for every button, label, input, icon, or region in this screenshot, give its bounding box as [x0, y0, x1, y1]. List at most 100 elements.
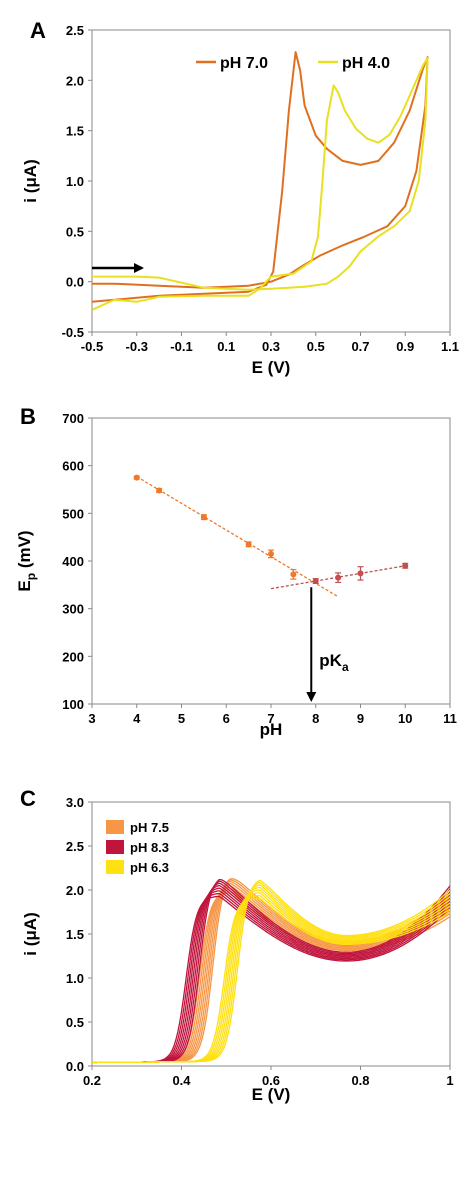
cv-trace-ph-4-0	[92, 57, 429, 311]
panel-a-plot-frame	[91, 29, 451, 333]
x-tick-label: 0.2	[83, 1073, 101, 1088]
y-tick-label: 0.0	[66, 275, 84, 290]
data-point	[312, 578, 319, 585]
panel-b-fit-lines	[136, 476, 406, 598]
data-point	[290, 571, 297, 578]
y-tick-label: -0.5	[62, 325, 84, 340]
y-tick-label: 1.5	[66, 927, 84, 942]
panel-b-y-label-sub: p	[24, 573, 38, 580]
x-tick-label: 0.5	[307, 339, 325, 354]
panel-a: A -0.5 -0.3 -0.1 0.1 0.3 0.5 0.7 0.9 1.1 -0.5 0.0…	[21, 18, 459, 377]
legend-label: pH 7.0	[220, 55, 268, 72]
data-point	[268, 550, 274, 557]
legend-label: pH 8.3	[130, 840, 169, 855]
y-tick-label: 600	[62, 459, 84, 474]
panel-b-letter: B	[20, 404, 36, 429]
cv-trace-ph-7-0	[92, 51, 429, 303]
y-tick-label: 0.0	[66, 1059, 84, 1074]
panel-b-plot-frame	[91, 417, 451, 705]
y-tick-label: 2.0	[66, 73, 84, 88]
y-tick-label: 500	[62, 506, 84, 521]
x-tick-label: 0.8	[351, 1073, 369, 1088]
y-tick-label: 1.5	[66, 124, 84, 139]
x-tick-label: 4	[133, 711, 141, 726]
panel-b-y-axis-label: Ep (mV)	[15, 530, 38, 591]
linear-fit-line	[270, 565, 406, 590]
panel-a-y-axis-label: i (μA)	[21, 159, 40, 202]
panel-c-x-axis-label: E (V)	[252, 1085, 291, 1104]
pka-label-sub: a	[342, 660, 349, 674]
panel-a-x-axis-label: E (V)	[252, 358, 291, 377]
panel-c: C 0.2 0.4 0.6 0.8 1 0.0 0.5 1.0 1.5 2.0 2.5 3.0 pH…	[20, 786, 454, 1104]
panel-c-letter: C	[20, 786, 36, 811]
x-tick-label: 0.9	[396, 339, 414, 354]
data-point	[357, 570, 364, 577]
y-tick-label: 2.5	[66, 839, 84, 854]
x-tick-label: -0.1	[170, 339, 192, 354]
y-tick-label: 2.5	[66, 23, 84, 38]
x-tick-label: 0.1	[217, 339, 235, 354]
data-point	[200, 514, 207, 521]
data-point	[335, 574, 342, 581]
x-tick-label: 0.4	[172, 1073, 191, 1088]
panel-b-x-ticks: 3 4 5 6 7 8 9 10 11	[88, 704, 457, 726]
dpv-trace-ph-6-3	[92, 889, 450, 1064]
dpv-trace-ph-7-5	[92, 891, 450, 1064]
dpv-trace-ph-7-5	[92, 886, 450, 1064]
x-tick-label: 0.6	[262, 1073, 280, 1088]
panel-a-y-ticks: -0.5 0.0 0.5 1.0 1.5 2.0 2.5	[62, 23, 92, 340]
panel-b-y-label-main: E	[15, 580, 34, 591]
y-tick-label: 0.5	[66, 224, 84, 239]
y-tick-label: 300	[62, 602, 84, 617]
x-tick-label: 9	[357, 711, 364, 726]
pka-label: pKa	[319, 651, 349, 674]
dpv-trace-ph-7-5	[92, 878, 450, 1064]
y-tick-label: 700	[62, 411, 84, 426]
x-tick-label: 1.1	[441, 339, 459, 354]
y-tick-label: 100	[62, 697, 84, 712]
dpv-trace-ph-6-3	[92, 892, 450, 1064]
x-tick-label: 8	[312, 711, 319, 726]
dpv-trace-ph-7-5	[92, 884, 450, 1064]
x-tick-label: 7	[267, 711, 274, 726]
x-tick-label: 10	[398, 711, 412, 726]
linear-fit-line	[136, 476, 339, 598]
x-tick-label: 3	[88, 711, 95, 726]
legend-swatch	[106, 820, 124, 834]
panel-b-y-label-unit: (mV)	[15, 530, 34, 573]
legend-swatch	[106, 860, 124, 874]
y-tick-label: 3.0	[66, 795, 84, 810]
panel-b-y-ticks: 100 200 300 400 500 600 700	[62, 411, 92, 712]
legend-label: pH 7.5	[130, 820, 169, 835]
y-tick-label: 0.5	[66, 1015, 84, 1030]
panel-c-series	[92, 878, 450, 1064]
dpv-trace-ph-6-3	[92, 881, 450, 1064]
panel-c-legend: pH 7.5 pH 8.3 pH 6.3	[106, 820, 169, 875]
y-tick-label: 2.0	[66, 883, 84, 898]
y-tick-label: 200	[62, 649, 84, 664]
data-point	[156, 487, 163, 494]
x-tick-label: 5	[178, 711, 185, 726]
x-tick-label: 6	[223, 711, 230, 726]
data-point	[402, 562, 409, 569]
y-tick-label: 400	[62, 554, 84, 569]
panel-b-data-points	[133, 474, 409, 585]
dpv-trace-ph-7-5	[92, 889, 450, 1064]
y-tick-label: 1.0	[66, 971, 84, 986]
x-tick-label: 0.7	[351, 339, 369, 354]
pka-label-main: pK	[319, 651, 342, 670]
dpv-trace-ph-6-3	[92, 884, 450, 1064]
legend-label: pH 6.3	[130, 860, 169, 875]
panel-c-x-ticks: 0.2 0.4 0.6 0.8 1	[83, 1066, 454, 1088]
data-point	[245, 541, 252, 548]
legend-swatch	[106, 840, 124, 854]
panel-a-letter: A	[30, 18, 46, 43]
panel-c-y-ticks: 0.0 0.5 1.0 1.5 2.0 2.5 3.0	[66, 795, 92, 1074]
x-tick-label: -0.5	[81, 339, 103, 354]
panel-a-series	[92, 51, 429, 311]
dpv-trace-ph-6-3	[92, 886, 450, 1064]
panel-a-legend: pH 7.0 pH 4.0	[196, 55, 390, 72]
x-tick-label: 1	[446, 1073, 453, 1088]
